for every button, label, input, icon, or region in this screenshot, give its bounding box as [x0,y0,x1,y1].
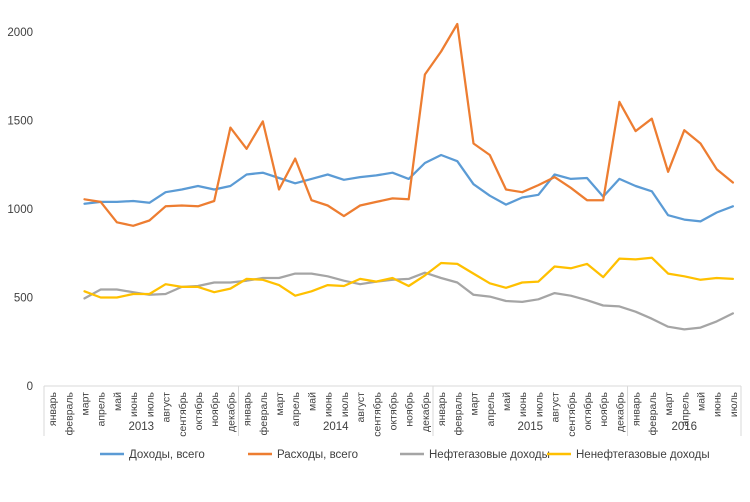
series-layer [83,22,735,331]
x-category-label: июнь [128,391,140,417]
y-tick-label: 0 [27,381,33,393]
x-category-label: март [469,392,481,416]
x-category-label: август [550,392,562,423]
y-axis: 0 500 1000 1500 2000 [7,27,33,393]
x-category-label: декабрь [420,391,432,431]
x-category-label: декабрь [225,391,237,431]
x-category-label: ноябрь [209,391,221,426]
x-category-label: февраль [647,391,659,435]
series-line-1 [83,153,735,223]
x-category-label: июль [144,391,156,417]
year-label: 2015 [517,421,543,433]
x-category-label: февраль [452,391,464,435]
x-category-label: июнь [712,391,724,417]
x-category-label: январь [47,391,59,426]
series-line-4 [83,256,735,299]
x-category-label: сентябрь [177,391,189,436]
year-label: 2014 [323,421,349,433]
x-category-label: май [306,392,318,411]
x-category-label: январь [242,391,254,426]
x-category-label: апрель [485,391,497,426]
x-category-label: сентябрь [566,391,578,436]
x-category-label: декабрь [614,391,626,431]
x-category-label: апрель [679,391,691,426]
x-category-label: июнь [517,391,529,417]
y-tick-label: 2000 [7,27,33,39]
legend-label: Расходы, всего [277,449,358,461]
year-label: 2016 [671,421,697,433]
x-category-label: октябрь [193,391,205,430]
x-category-label: октябрь [388,391,400,430]
x-category-label: март [274,392,286,416]
x-category-label: февраль [258,391,270,435]
x-category-label: июнь [323,391,335,417]
x-category-label: май [695,392,707,411]
x-category-label: март [663,392,675,416]
x-category-label: июль [533,391,545,417]
x-category-label: апрель [290,391,302,426]
year-label: 2013 [128,421,154,433]
x-category-label: май [112,392,124,411]
y-tick-label: 1000 [7,204,33,216]
x-category-label: апрель [96,391,108,426]
legend: Доходы, всего Расходы, всего Нефтегазовые … [100,449,710,461]
legend-label: Доходы, всего [129,449,205,461]
x-category-label: февраль [63,391,75,435]
y-tick-label: 500 [14,293,33,305]
x-axis: январь февраль март апрель май июнь июль август… [43,385,742,437]
series-line-2 [83,22,735,227]
x-category-label: январь [436,391,448,426]
x-category-label: сентябрь [371,391,383,436]
x-category-label: август [355,392,367,423]
series-line-3 [83,271,735,331]
x-category-label: июль [339,391,351,417]
legend-label: Нефтегазовые доходы [429,449,550,461]
x-category-label: май [501,392,513,411]
x-category-label: ноябрь [404,391,416,426]
x-category-label: октябрь [582,391,594,430]
x-category-label: март [80,392,92,416]
y-tick-label: 1500 [7,116,33,128]
x-category-label: январь [631,391,643,426]
x-category-label: июль [728,391,740,417]
x-category-label: ноябрь [598,391,610,426]
legend-label: Ненефтегазовые доходы [576,449,710,461]
x-category-label: август [161,392,173,423]
